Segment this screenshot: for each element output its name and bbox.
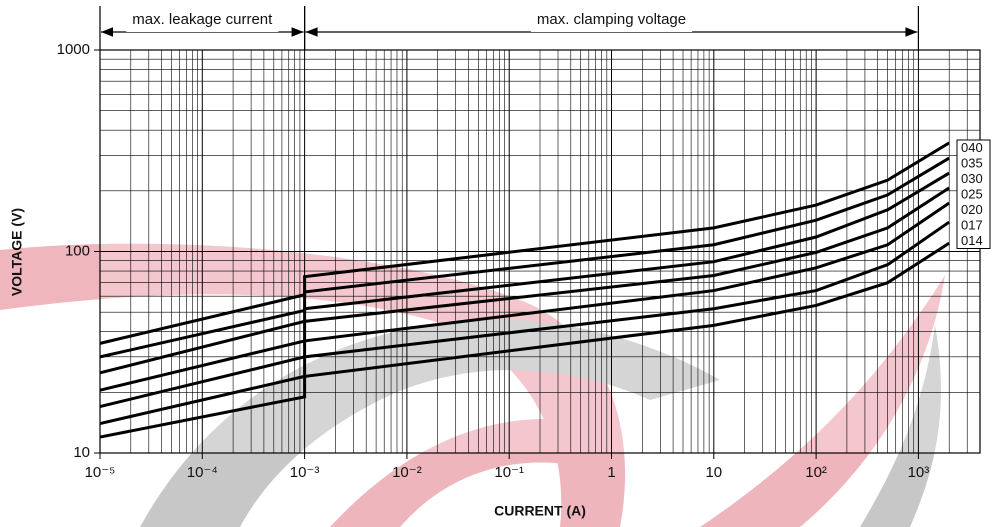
legend-label: 040 xyxy=(961,140,983,155)
legend-label: 030 xyxy=(961,171,983,186)
legend-label: 035 xyxy=(961,156,983,171)
series-line xyxy=(99,241,951,439)
x-tick-label: 10⁻⁵ xyxy=(85,464,116,481)
legend-box xyxy=(956,139,991,249)
y-axis-label: VOLTAGE (V) xyxy=(9,208,25,296)
x-axis-label: CURRENT (A) xyxy=(494,503,586,519)
x-tick-label: 10⁻⁴ xyxy=(187,464,218,481)
x-tick-label: 10⁻¹ xyxy=(494,464,524,481)
x-tick-label: 1 xyxy=(607,464,615,481)
y-tick-label: 10 xyxy=(73,444,90,461)
annotation-text: max. leakage current xyxy=(132,11,273,28)
annotation-text: max. clamping voltage xyxy=(537,11,686,28)
plot-frame xyxy=(99,49,981,454)
annotation-bg xyxy=(530,10,693,32)
x-tick-label: 10 xyxy=(705,464,722,481)
x-tick-label: 10² xyxy=(805,464,827,481)
legend-label: 025 xyxy=(961,187,983,202)
legend-label: 014 xyxy=(961,233,983,248)
y-tick-label: 100 xyxy=(65,242,90,259)
x-tick-label: 10³ xyxy=(908,464,930,481)
x-tick-label: 10⁻² xyxy=(392,464,422,481)
x-tick-label: 10⁻³ xyxy=(290,464,320,481)
annotation-bg xyxy=(126,10,279,32)
y-tick-label: 1000 xyxy=(57,41,90,58)
legend-label: 017 xyxy=(961,218,983,233)
legend-label: 020 xyxy=(961,202,983,217)
